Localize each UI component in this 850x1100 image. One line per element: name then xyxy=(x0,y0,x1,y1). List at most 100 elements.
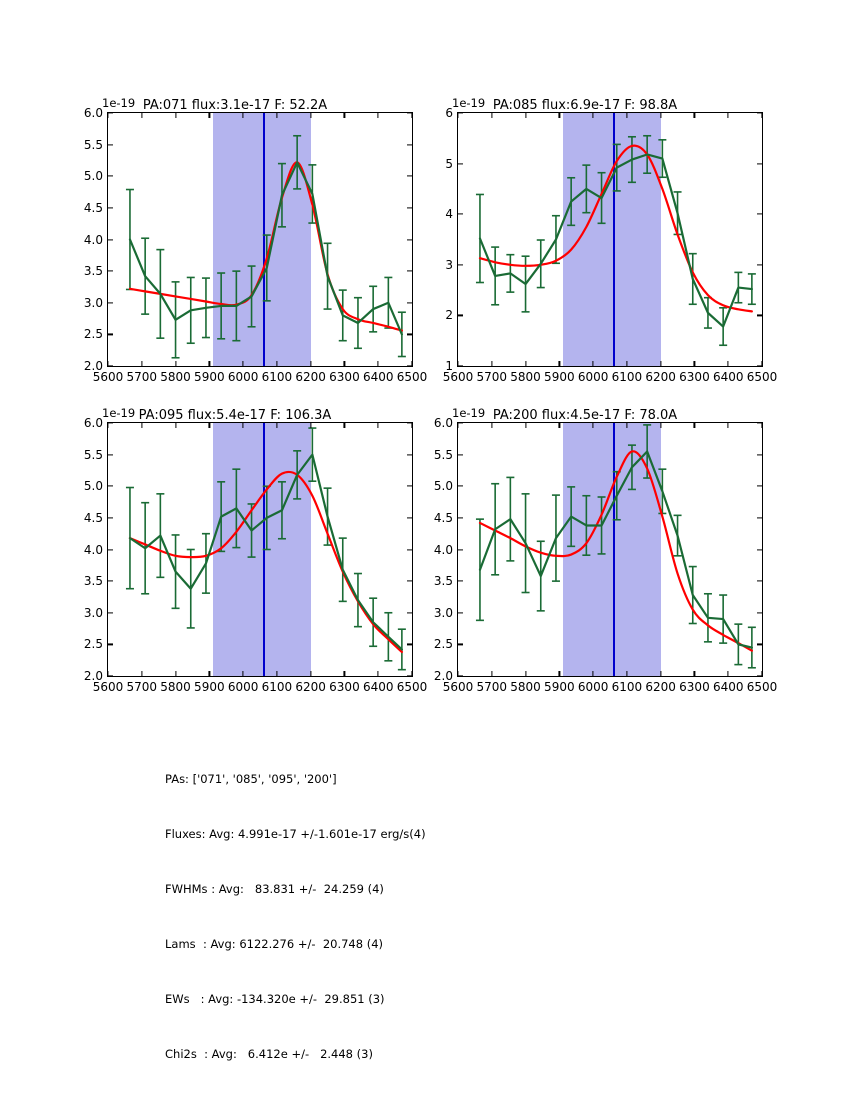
y-axis-tick-label: 2 xyxy=(445,308,453,323)
x-axis-tick-mark-top xyxy=(310,113,312,118)
x-axis-tick-mark-top xyxy=(310,423,312,428)
x-axis-tick-mark xyxy=(208,361,210,366)
y-axis-tick-mark-right xyxy=(757,422,762,424)
x-axis-tick-mark xyxy=(626,361,628,366)
y-axis-tick-mark-right xyxy=(757,580,762,582)
x-axis-tick-label: 6000 xyxy=(577,370,609,384)
x-axis-tick-mark xyxy=(491,671,493,676)
plot-area[interactable]: 1 2 3 4 5 6 5600 5700 5800 5900 6000 6100 6200 6300 64… xyxy=(443,106,778,384)
x-axis-tick-mark-top xyxy=(208,113,210,118)
plot-area[interactable]: 2.0 2.5 3.0 3.5 4.0 4.5 5.0 5.5 6.0 5600 5700 5800 5… xyxy=(434,416,777,694)
x-axis-tick-mark-top xyxy=(592,113,594,118)
y-axis-tick-mark-right xyxy=(757,517,762,519)
y-axis-tick-mark-right xyxy=(407,454,412,456)
y-axis-tick-label: 5.0 xyxy=(83,169,103,184)
y-axis-tick-mark xyxy=(458,485,463,487)
x-axis-tick-mark-top xyxy=(141,113,143,118)
observed-spectrum-line xyxy=(128,161,403,336)
y-axis-tick-mark xyxy=(458,675,463,677)
fit-line xyxy=(128,161,403,332)
x-axis-tick-mark-top xyxy=(174,423,177,428)
x-axis-tick-label: 6000 xyxy=(227,680,259,694)
x-axis-tick-label: 5800 xyxy=(510,680,541,694)
x-axis-tick-mark-top xyxy=(660,113,662,118)
series-layer xyxy=(125,134,406,359)
y-axis-tick-label: 4.0 xyxy=(83,542,103,557)
fit-line xyxy=(478,450,753,652)
y-axis-tick-mark-right xyxy=(407,333,412,335)
x-axis-tick-label: 6300 xyxy=(679,370,710,384)
y-offset-label: 1e-19 xyxy=(452,406,486,420)
summary-line-chi2s: Chi2s : Avg: 6.412e +/- 2.448 (3) xyxy=(165,1047,373,1061)
plot-area[interactable]: 2.0 2.5 3.0 3.5 4.0 4.5 5.0 5.5 6.0 5600 5700 5800 5… xyxy=(84,416,427,694)
x-axis-tick-mark-top xyxy=(343,113,346,118)
y-axis-tick-mark-right xyxy=(407,485,412,487)
error-bars xyxy=(125,427,406,671)
x-axis-tick-mark-top xyxy=(761,423,763,428)
series-layer xyxy=(125,427,406,671)
panel-title-line1: PA:200 flux:4.5e-17 F: 78.0A xyxy=(492,408,678,423)
y-axis-tick-label: 5.5 xyxy=(83,137,103,152)
y-axis-tick-label: 2.5 xyxy=(433,637,453,652)
x-axis-tick-label: 5700 xyxy=(476,680,508,694)
y-axis-tick-label: 2.5 xyxy=(83,637,103,652)
x-axis-tick-mark-top xyxy=(524,113,527,118)
y-axis-tick-mark xyxy=(458,314,463,316)
y-axis-tick-label: 3 xyxy=(445,257,453,272)
y-axis-tick-label: 2.0 xyxy=(83,359,103,373)
x-axis-tick-mark-top xyxy=(626,423,628,428)
x-axis-tick-label: 5600 xyxy=(442,370,474,384)
y-axis-tick-mark xyxy=(458,643,463,645)
y-axis-tick-mark-right xyxy=(407,580,412,582)
x-axis-tick-mark xyxy=(761,361,763,366)
y-axis-tick-mark xyxy=(458,612,463,614)
band-center-line xyxy=(613,113,615,366)
y-axis-tick-mark-right xyxy=(757,213,762,215)
series-layer xyxy=(475,424,756,669)
x-axis-tick-mark xyxy=(242,671,244,676)
y-axis-tick-mark-right xyxy=(757,163,762,165)
x-axis-tick-mark xyxy=(727,671,729,676)
x-axis-tick-mark xyxy=(524,671,527,676)
y-axis-tick-mark xyxy=(458,517,463,519)
x-axis-tick-mark xyxy=(524,361,527,366)
x-axis-tick-mark-top xyxy=(727,423,729,428)
y-axis-tick-label: 4.0 xyxy=(83,232,103,247)
x-axis-tick-mark xyxy=(174,671,177,676)
x-axis-tick-mark xyxy=(693,361,696,366)
y-axis-tick-mark xyxy=(108,643,113,645)
x-axis-tick-mark xyxy=(242,361,244,366)
x-axis-tick-label: 6200 xyxy=(645,680,676,694)
x-axis-tick-mark xyxy=(558,361,560,366)
x-axis-tick-mark xyxy=(343,361,346,366)
x-axis-tick-mark-top xyxy=(592,423,594,428)
summary-statistics: PAs: ['071', '085', '095', '200'] Fluxes… xyxy=(165,738,565,1096)
y-axis-tick-mark xyxy=(108,238,113,241)
y-axis-tick-mark xyxy=(108,517,113,519)
x-axis-tick-mark-top xyxy=(491,423,493,428)
y-axis-tick-label: 3.5 xyxy=(433,574,453,589)
y-axis-tick-label: 5.5 xyxy=(433,447,453,462)
x-axis-tick-mark-top xyxy=(141,423,143,428)
y-axis-tick-mark-right xyxy=(407,517,412,519)
y-axis-tick-mark-right xyxy=(407,270,412,272)
panel-pa095: PA:095 flux:5.4e-17 F: 106.3A Lam:6118.7… xyxy=(70,376,427,696)
x-axis-tick-mark xyxy=(377,671,379,676)
y-axis-tick-mark xyxy=(108,270,113,272)
x-axis-tick-mark xyxy=(107,361,109,366)
y-axis-tick-mark-right xyxy=(757,548,762,551)
y-axis-tick-mark xyxy=(108,144,113,146)
x-axis-tick-mark-top xyxy=(242,423,244,428)
x-axis-tick-mark-top xyxy=(377,113,379,118)
y-axis-tick-label: 5 xyxy=(445,156,453,171)
summary-line-fluxes: Fluxes: Avg: 4.991e-17 +/-1.601e-17 erg/… xyxy=(165,827,426,841)
x-axis-tick-mark-top xyxy=(411,423,413,428)
x-axis-tick-label: 6500 xyxy=(746,680,778,694)
plot-canvas xyxy=(108,423,412,676)
series-layer xyxy=(475,134,756,347)
plot-area[interactable]: 2.0 2.5 3.0 3.5 4.0 4.5 5.0 5.5 6.0 5600 5700 5800 5… xyxy=(84,106,427,384)
y-axis-tick-label: 6.0 xyxy=(433,416,453,430)
x-axis-tick-mark-top xyxy=(660,423,662,428)
x-axis-tick-mark xyxy=(592,361,594,366)
x-axis-tick-mark-top xyxy=(491,113,493,118)
